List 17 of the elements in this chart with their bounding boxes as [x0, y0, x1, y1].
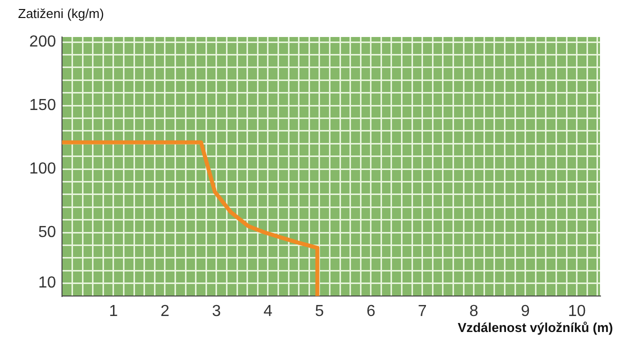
y-tick-label: 100 [29, 160, 56, 178]
y-tick-label: 10 [38, 274, 56, 292]
x-tick-label: 10 [568, 303, 586, 320]
y-tick-label: 200 [29, 33, 56, 50]
x-tick-label: 3 [212, 303, 221, 320]
x-tick-label: 6 [366, 303, 376, 320]
y-axis-title: Zatiženi (kg/m) [18, 6, 104, 21]
x-tick-label: 2 [160, 303, 170, 320]
y-tick-label: 50 [38, 224, 56, 241]
x-tick-label: 9 [520, 303, 530, 320]
x-axis-title: Vzdálenost výložníků (m) [458, 320, 613, 335]
x-tick-label: 7 [418, 303, 427, 320]
x-tick-label: 4 [263, 303, 272, 320]
x-tick-label: 1 [109, 303, 118, 320]
y-tick-label: 150 [29, 96, 56, 114]
x-tick-label: 5 [314, 303, 324, 320]
x-tick-label: 8 [469, 303, 478, 320]
